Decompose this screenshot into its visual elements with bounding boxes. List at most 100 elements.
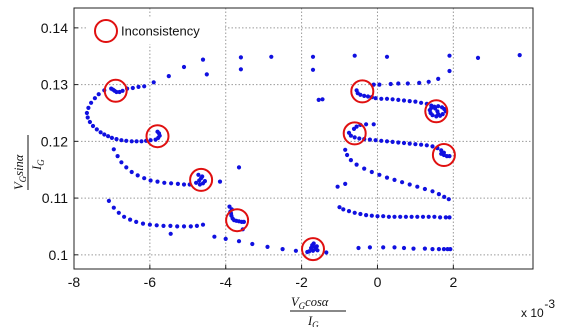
data-points [84, 53, 522, 255]
plot-frame [73, 7, 534, 270]
data-point [348, 158, 353, 163]
gridlines [73, 8, 533, 269]
data-point [396, 140, 401, 145]
x-axis-label: VGcosα IG [290, 295, 346, 327]
data-point [181, 64, 187, 70]
data-point [316, 97, 321, 102]
data-point [115, 154, 120, 159]
data-point [310, 67, 316, 72]
data-point [417, 80, 422, 85]
data-point [447, 215, 452, 220]
data-point [432, 214, 437, 219]
data-point [379, 138, 384, 143]
data-point [142, 84, 147, 89]
data-point [443, 215, 448, 220]
data-point [89, 100, 94, 105]
data-point [373, 138, 378, 143]
data-point [357, 136, 362, 141]
data-point [345, 152, 350, 158]
data-point [124, 165, 129, 170]
data-point [169, 181, 174, 186]
data-point [119, 138, 124, 143]
data-point [381, 245, 386, 250]
data-point [411, 246, 416, 251]
data-point [384, 175, 390, 180]
data-point [352, 135, 357, 140]
data-point [390, 139, 395, 144]
data-point [430, 144, 435, 149]
data-point [314, 244, 319, 249]
data-point [436, 192, 441, 197]
data-point [320, 97, 325, 102]
legend-label: Inconsistency [121, 24, 200, 39]
data-point [111, 205, 116, 210]
data-point [142, 176, 147, 181]
data-point [96, 92, 101, 97]
data-point [419, 142, 424, 147]
data-point [335, 184, 340, 189]
x-exponent-label: x 10 [521, 306, 544, 320]
data-point [401, 98, 407, 103]
y-axis-ticks: 0.1 0.11 0.12 0.13 0.14 [41, 20, 78, 263]
data-point [354, 124, 359, 129]
data-point [396, 81, 401, 86]
data-point [236, 165, 242, 170]
data-point [413, 99, 418, 104]
data-point [293, 248, 298, 253]
data-point [114, 137, 119, 142]
inconsistency-marker [431, 143, 456, 167]
y-tick-label: 0.14 [41, 20, 68, 36]
data-point [130, 85, 135, 91]
data-point [377, 82, 382, 87]
data-point [424, 143, 429, 148]
data-point [388, 81, 393, 87]
data-point [407, 99, 412, 104]
data-point [379, 96, 384, 101]
data-point [129, 139, 134, 144]
data-point [111, 147, 116, 152]
data-point [155, 129, 160, 134]
data-point [422, 246, 427, 251]
inconsistency-marker [301, 237, 325, 262]
data-point [122, 214, 127, 219]
data-point [238, 67, 243, 72]
data-point [407, 141, 412, 146]
data-point [432, 104, 437, 109]
data-point [117, 89, 122, 95]
data-point [129, 169, 134, 175]
data-point [119, 160, 124, 165]
data-point [87, 119, 92, 125]
data-point [241, 219, 246, 224]
data-point [420, 214, 426, 219]
data-point [135, 173, 140, 178]
data-point [85, 115, 90, 120]
data-point [409, 214, 414, 219]
data-point [161, 223, 166, 228]
legend-box [87, 18, 225, 44]
data-point [367, 137, 372, 142]
data-point [430, 247, 435, 252]
data-point [475, 55, 481, 61]
data-point [400, 180, 405, 185]
data-point [426, 79, 431, 84]
data-point [324, 250, 329, 255]
data-point [373, 96, 378, 101]
data-point [436, 104, 441, 109]
data-point [362, 166, 367, 171]
data-point [358, 92, 363, 97]
data-point [442, 194, 447, 199]
data-point [422, 186, 427, 192]
x-tick-label: -4 [220, 274, 233, 290]
x-tick-label: -2 [295, 274, 308, 290]
data-point [341, 207, 346, 212]
data-point [307, 249, 312, 254]
inconsistency-marker [145, 124, 170, 149]
data-point [155, 179, 160, 184]
x-tick-label: -6 [144, 274, 157, 290]
inconsistency-marker [350, 79, 375, 104]
data-point [343, 181, 348, 186]
data-point [116, 210, 121, 215]
data-point [438, 113, 443, 118]
data-point [236, 239, 242, 244]
data-point [426, 214, 431, 219]
